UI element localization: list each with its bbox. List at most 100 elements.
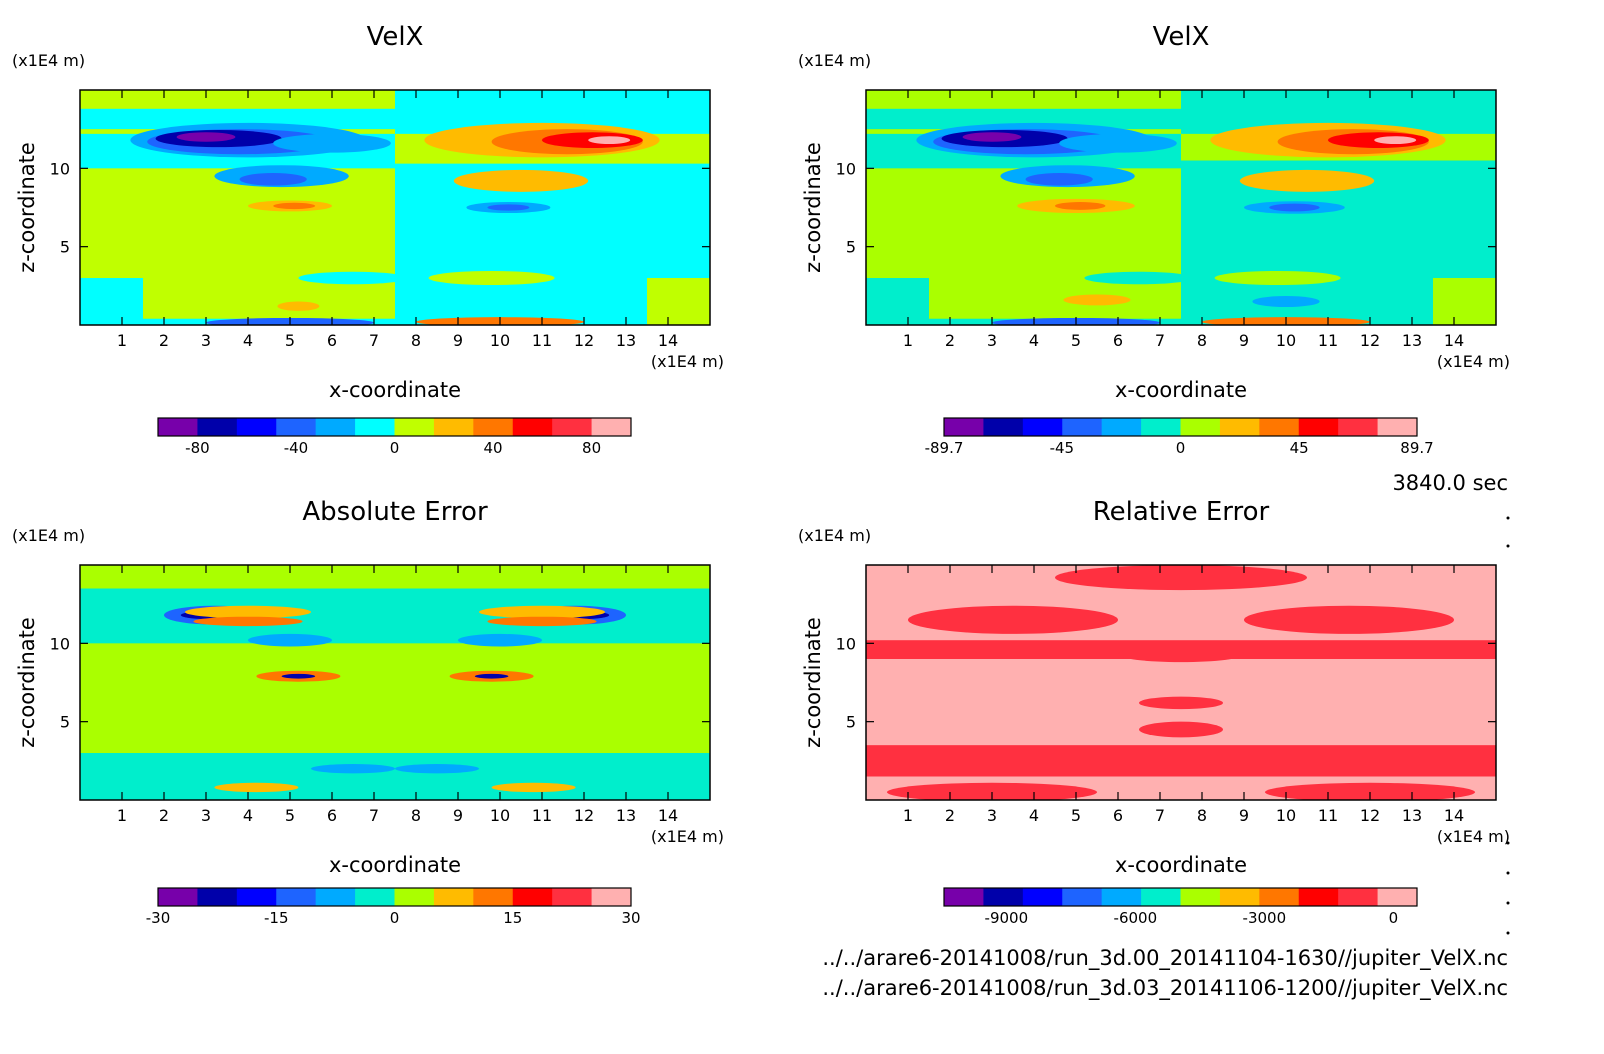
- contour-region: [1252, 296, 1320, 307]
- x-tick-label: 8: [1197, 331, 1207, 350]
- x-tick-label: 9: [453, 331, 463, 350]
- colorbar-segment: [1259, 418, 1300, 436]
- x-tick-label: 12: [1360, 806, 1380, 825]
- colorbar-frame: [157, 417, 632, 437]
- y-unit-label: (x1E4 m): [12, 51, 85, 70]
- x-tick-label: 14: [1444, 806, 1464, 825]
- x-tick-label: 7: [1155, 806, 1165, 825]
- x-tick-label: 4: [1029, 331, 1039, 350]
- contour-region: [395, 158, 710, 164]
- colorbar-tick-label: 40: [483, 439, 502, 457]
- colorbar-tick-label: 0: [1176, 439, 1186, 457]
- contour-region: [1025, 173, 1093, 186]
- heatmap-field: [866, 565, 1496, 800]
- colorbar: -9000 -6000 -3000 0: [943, 887, 1418, 927]
- colorbar-segment: [433, 888, 474, 906]
- x-tick-label: 8: [1197, 806, 1207, 825]
- y-tick-label: 5: [60, 713, 70, 732]
- contour-region: [866, 278, 929, 325]
- contour-region: [281, 673, 316, 679]
- colorbar-segment: [1101, 888, 1142, 906]
- contour-region: [474, 673, 509, 679]
- x-tick-label: 6: [327, 806, 337, 825]
- x-tick-label: 3: [987, 806, 997, 825]
- colorbar-tick-label: -9000: [985, 909, 1029, 927]
- x-tick-label: 14: [1444, 331, 1464, 350]
- x-tick-label: 10: [490, 331, 510, 350]
- contour-region: [487, 616, 597, 627]
- y-unit-label: (x1E4 m): [798, 51, 871, 70]
- x-tick-label: 5: [285, 331, 295, 350]
- contour-region: [193, 616, 303, 627]
- y-tick-label: 10: [836, 159, 856, 178]
- contour-region: [453, 169, 589, 192]
- x-tick-label: 12: [1360, 331, 1380, 350]
- x-tick-label: 4: [243, 806, 253, 825]
- colorbar-segment: [1022, 888, 1063, 906]
- contour-region: [248, 633, 332, 647]
- colorbar-segment: [512, 888, 553, 906]
- x-tick-label: 3: [201, 331, 211, 350]
- contour-region: [1139, 696, 1223, 710]
- colorbar-tick-label: 30: [621, 909, 640, 927]
- marker-dot: [1506, 841, 1510, 845]
- x-tick-label: 11: [532, 331, 552, 350]
- contour-region: [80, 753, 710, 800]
- x-axis-label: x-coordinate: [1115, 853, 1247, 877]
- colorbar-segment: [394, 418, 435, 436]
- contour-region: [311, 763, 395, 774]
- x-tick-label: 8: [411, 806, 421, 825]
- x-tick-label: 5: [1071, 331, 1081, 350]
- panel-title: Absolute Error: [302, 497, 488, 527]
- colorbar-segment: [552, 418, 593, 436]
- x-unit-label: (x1E4 m): [1437, 827, 1510, 846]
- x-tick-label: 13: [1402, 331, 1422, 350]
- colorbar-segment: [1298, 418, 1339, 436]
- plot-frame: [865, 89, 1497, 326]
- colorbar-segment: [1101, 418, 1142, 436]
- x-unit-label: (x1E4 m): [651, 827, 724, 846]
- colorbar-segment: [983, 888, 1024, 906]
- contour-region: [1265, 782, 1475, 800]
- x-axis-label: x-coordinate: [329, 853, 461, 877]
- x-tick-label: 1: [903, 331, 913, 350]
- contour-region: [298, 271, 408, 285]
- colorbar-frame: [943, 417, 1418, 437]
- colorbar-segment: [315, 418, 356, 436]
- time-label: 3840.0 sec: [1392, 471, 1508, 495]
- x-tick-label: 13: [1402, 806, 1422, 825]
- x-tick-label: 2: [159, 806, 169, 825]
- colorbar-segment: [158, 888, 198, 906]
- y-axis-label: z-coordinate: [15, 142, 39, 273]
- colorbar: -89.7 -45 0 45 89.7: [925, 417, 1434, 457]
- colorbar-segment: [276, 888, 317, 906]
- panel-title: VelX: [367, 22, 424, 52]
- contour-region: [214, 782, 299, 793]
- contour-region: [239, 173, 307, 186]
- x-tick-label: 11: [532, 806, 552, 825]
- contour-region: [1118, 646, 1244, 663]
- colorbar-segment: [276, 418, 317, 436]
- contour-region: [1059, 133, 1177, 153]
- x-tick-label: 2: [945, 806, 955, 825]
- colorbar-segment: [158, 418, 198, 436]
- colorbar-segment: [1338, 888, 1379, 906]
- contour-region: [1239, 169, 1375, 192]
- y-tick-label: 10: [836, 634, 856, 653]
- x-tick-label: 9: [1239, 806, 1249, 825]
- x-tick-label: 14: [658, 806, 678, 825]
- x-tick-label: 12: [574, 806, 594, 825]
- colorbar-segment: [1338, 418, 1379, 436]
- marker-dot: [1506, 871, 1510, 875]
- colorbar-tick-label: 89.7: [1400, 439, 1433, 457]
- colorbar-segment: [355, 888, 395, 906]
- colorbar-frame: [943, 887, 1418, 907]
- colorbar-tick-label: -40: [284, 439, 309, 457]
- colorbar-segment: [552, 888, 593, 906]
- x-tick-label: 10: [1276, 806, 1296, 825]
- x-tick-label: 5: [1071, 806, 1081, 825]
- panel-title: VelX: [1153, 22, 1210, 52]
- colorbar-tick-label: 0: [390, 909, 400, 927]
